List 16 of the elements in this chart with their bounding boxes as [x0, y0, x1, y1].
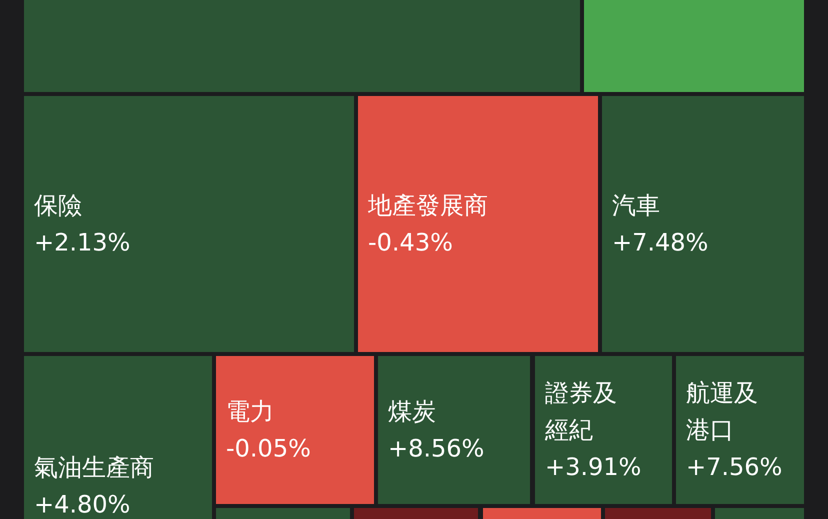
data-label: -0.05% [226, 434, 311, 462]
data-label: +3.91% [545, 453, 642, 481]
category-label: 電力 [226, 398, 274, 426]
category-label: 地產發展商 [367, 192, 488, 220]
category-label: 保險 [34, 192, 82, 220]
data-label: -0.43% [368, 228, 453, 256]
category-label: 汽車 [612, 192, 660, 220]
data-label: +8.56% [388, 434, 484, 462]
category-label: 氣油生產商 [34, 454, 154, 482]
data-label: +7.56% [686, 453, 782, 481]
data-label: +4.80% [34, 490, 130, 518]
category-label: 煤炭 [388, 398, 436, 426]
category-label: 證券及經紀 [544, 379, 617, 444]
data-label: +2.13% [34, 228, 130, 256]
category-label: 航運及港口 [686, 379, 758, 444]
data-label: +7.48% [612, 228, 708, 256]
